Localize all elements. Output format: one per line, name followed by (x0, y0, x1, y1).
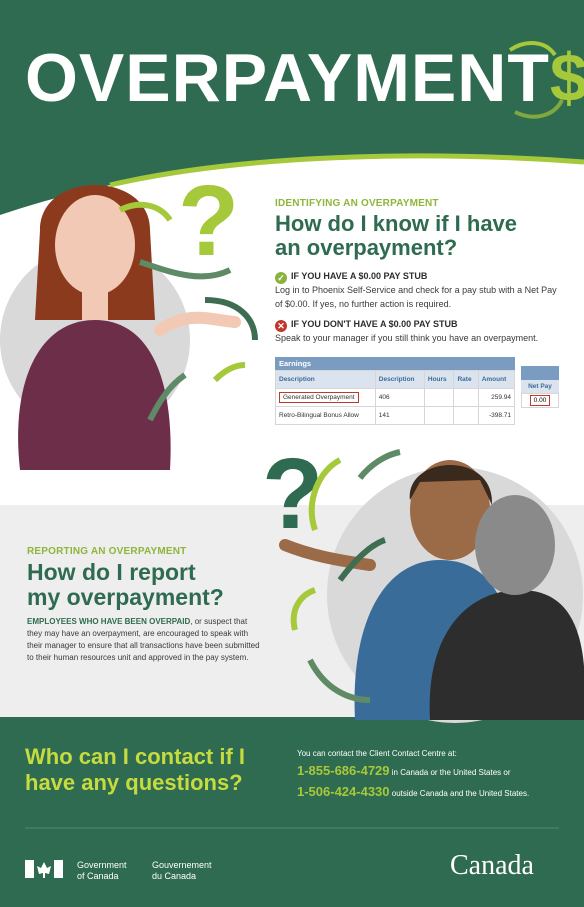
col-header: Description (275, 370, 376, 389)
col-header: Rate (453, 370, 479, 389)
earnings-table-wrap: Earnings Description Description Hours R… (275, 357, 516, 425)
men-illustration (279, 460, 584, 723)
earnings-caption: Earnings (275, 357, 515, 370)
contact-details: You can contact the Client Contact Centr… (297, 748, 577, 802)
gov-en-label: Government of Canada (77, 860, 127, 882)
no-block: ✕ IF YOU DON'T HAVE A $0.00 PAY STUB Spea… (275, 318, 575, 346)
table-cell: 259.94 (477, 388, 516, 407)
phone-2[interactable]: 1-506-424-4330 (297, 783, 390, 799)
no-title: IF YOU DON'T HAVE A $0.00 PAY STUB (291, 319, 458, 329)
earnings-table: Description Description Hours Rate Amoun… (275, 370, 516, 425)
gov-fr-label: Gouvernement du Canada (152, 860, 212, 882)
yes-block: ✓ IF YOU HAVE A $0.00 PAY STUB Log in to … (275, 270, 575, 311)
net-pay-box: Net Pay 0.00 (521, 366, 559, 408)
report-line2: they may have an overpayment, are encour… (27, 629, 249, 638)
no-line: Speak to your manager if you still think… (275, 333, 539, 343)
identify-heading-line2: an overpayment? (275, 234, 458, 260)
page-title: OVERPAYMENT$ (25, 44, 584, 112)
report-line4: to their human resources unit and approv… (27, 653, 249, 662)
gov-en-line2: of Canada (77, 870, 119, 881)
canada-flag-icon (25, 860, 63, 878)
report-line3: their manager to ensure that all transac… (27, 641, 260, 650)
dollar-arrows-icon (508, 41, 564, 119)
check-circle-icon: ✓ (275, 272, 287, 284)
net-pay-value: 0.00 (529, 395, 551, 406)
net-pay-label: Net Pay (521, 380, 559, 393)
report-lead: EMPLOYEES WHO HAVE BEEN OVERPAID (27, 617, 191, 626)
contact-intro: You can contact the Client Contact Centr… (297, 749, 457, 758)
identify-heading: How do I know if I have an overpayment? (275, 212, 517, 260)
report-heading-line1: How do I report (27, 559, 196, 585)
table-cell: Retro-Bilingual Bonus Allow (275, 406, 376, 425)
identify-kicker: IDENTIFYING AN OVERPAYMENT (275, 198, 439, 209)
table-row: Generated Overpayment 406 259.94 (275, 388, 516, 407)
table-cell: 141 (374, 406, 425, 425)
canada-wordmark: Canada (450, 850, 534, 881)
contact-heading-line2: have any questions? (25, 770, 243, 796)
yes-title: IF YOU HAVE A $0.00 PAY STUB (291, 271, 428, 281)
woman-illustration (0, 185, 241, 470)
table-cell (453, 388, 479, 407)
table-cell (423, 388, 455, 407)
report-body: EMPLOYEES WHO HAVE BEEN OVERPAID, or sus… (27, 616, 287, 664)
table-cell: 406 (374, 388, 425, 407)
question-mark-lime-icon: ? (178, 165, 239, 277)
table-cell (423, 406, 455, 425)
report-heading-line2: my overpayment? (27, 583, 224, 610)
report-kicker: REPORTING AN OVERPAYMENT (27, 546, 187, 557)
phone-1[interactable]: 1-855-686-4729 (297, 762, 390, 778)
table-row: Retro-Bilingual Bonus Allow 141 -398.71 (275, 406, 516, 425)
col-header: Amount (477, 370, 516, 389)
col-header: Hours (423, 370, 455, 389)
yes-title-row: ✓ IF YOU HAVE A $0.00 PAY STUB (275, 270, 575, 284)
swirl-arrows-right (290, 449, 401, 703)
report-line1: , or suspect that (190, 617, 248, 626)
col-header: Description (374, 370, 425, 389)
yes-line2: of $0.00. If yes, no further action is r… (275, 298, 452, 309)
title-main: OVERPAYMENT (25, 40, 550, 116)
table-cell: Generated Overpayment (279, 392, 359, 403)
gov-en-line1: Government (77, 860, 127, 870)
contact-heading: Who can I contact if I have any question… (25, 744, 245, 797)
contact-heading-line1: Who can I contact if I (25, 744, 246, 769)
phone-2-note: outside Canada and the United States. (391, 788, 530, 798)
table-cell (453, 406, 479, 425)
report-heading: How do I report my overpayment? (27, 560, 224, 610)
gov-fr-line2: du Canada (152, 870, 197, 881)
no-title-row: ✕ IF YOU DON'T HAVE A $0.00 PAY STUB (275, 318, 575, 332)
yes-line1: Log in to Phoenix Self-Service and check… (275, 285, 557, 295)
identify-heading-line1: How do I know if I have (275, 211, 518, 236)
x-circle-icon: ✕ (275, 320, 287, 332)
title-dollar: $ (549, 40, 584, 116)
swirl-arrows-left (118, 201, 258, 422)
table-cell: -398.71 (477, 406, 516, 425)
gov-fr-line1: Gouvernement (152, 860, 212, 870)
phone-1-note: in Canada or the United States or (391, 767, 511, 777)
